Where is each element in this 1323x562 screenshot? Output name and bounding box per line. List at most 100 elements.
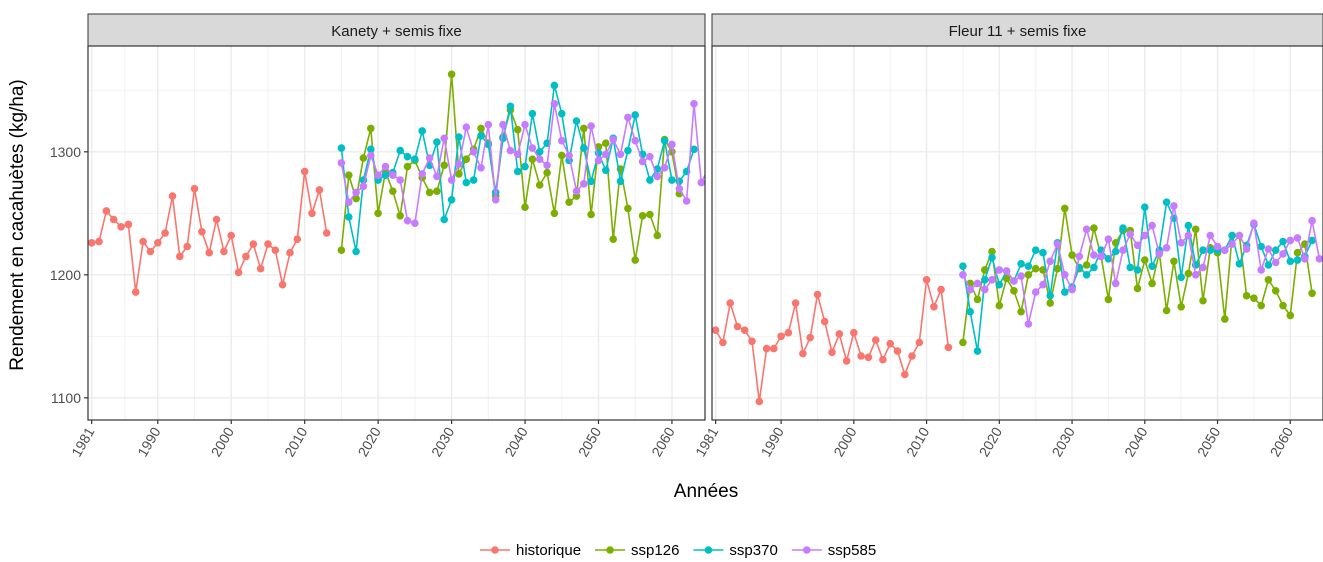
data-point-historique (813, 290, 822, 299)
data-point-ssp370 (337, 144, 346, 152)
legend-item-historique: historique (480, 542, 581, 559)
data-point-ssp585 (440, 134, 449, 143)
legend-key-point (491, 546, 499, 554)
data-point-historique (117, 223, 125, 231)
data-point-ssp370 (367, 145, 375, 154)
data-point-ssp585 (1228, 240, 1236, 248)
x-tick-label: 2010 (281, 424, 311, 459)
data-point-historique (212, 215, 221, 224)
data-point-ssp585 (1075, 252, 1084, 261)
data-point-ssp585 (1097, 252, 1105, 261)
data-point-ssp585 (418, 170, 427, 178)
data-point-ssp126 (521, 203, 529, 211)
x-tick-label: 2060 (1267, 424, 1297, 459)
data-point-ssp585 (981, 285, 989, 294)
x-tick-label: 2000 (208, 424, 238, 459)
data-point-ssp370 (506, 102, 515, 111)
data-point-ssp585 (1002, 267, 1011, 275)
data-point-historique (220, 247, 228, 256)
data-point-ssp585 (1170, 202, 1178, 210)
data-point-ssp370 (403, 152, 412, 161)
data-point-ssp585 (1119, 246, 1127, 254)
data-point-ssp126 (558, 151, 566, 160)
data-point-historique (95, 237, 103, 246)
data-point-ssp126 (1061, 204, 1069, 213)
data-point-ssp370 (455, 133, 463, 141)
data-point-ssp370 (1039, 248, 1047, 257)
data-point-historique (791, 299, 800, 307)
data-point-historique (300, 167, 309, 176)
data-point-ssp370 (1206, 246, 1215, 254)
x-tick-label: 1981 (692, 424, 722, 459)
x-tick-label: 2040 (501, 424, 531, 459)
data-point-ssp370 (477, 132, 485, 140)
data-point-ssp370 (668, 176, 676, 184)
data-point-ssp370 (1046, 291, 1054, 300)
data-point-ssp126 (1010, 287, 1018, 295)
legend-label: historique (516, 542, 581, 559)
data-point-ssp585 (1242, 245, 1251, 253)
data-point-ssp585 (959, 271, 967, 279)
legend: historique ssp126 ssp370 ssp585 (480, 542, 876, 559)
data-point-ssp370 (1293, 256, 1302, 264)
data-point-ssp370 (462, 178, 471, 187)
data-point-ssp585 (521, 120, 529, 129)
data-point-ssp370 (550, 81, 559, 90)
data-point-ssp585 (1068, 285, 1076, 294)
x-tick-label: 2040 (1121, 424, 1151, 459)
data-point-ssp585 (1148, 221, 1156, 230)
data-point-ssp585 (381, 162, 390, 171)
data-point-ssp126 (425, 188, 434, 197)
data-point-historique (857, 352, 865, 360)
data-point-historique (755, 397, 764, 406)
data-point-ssp370 (1228, 231, 1236, 240)
data-point-ssp585 (447, 176, 456, 184)
data-point-ssp585 (1206, 231, 1215, 240)
data-point-historique (864, 353, 873, 362)
data-point-historique (315, 186, 324, 194)
data-point-ssp585 (1286, 236, 1295, 245)
data-point-ssp126 (959, 338, 967, 347)
data-point-ssp126 (1257, 301, 1265, 310)
panel-1: Kanety + semis fixe 1100 1200 1300 1981 1990 2… (50, 13, 706, 459)
data-point-ssp585 (1133, 241, 1142, 250)
data-point-historique (770, 344, 778, 353)
data-point-ssp585 (995, 266, 1004, 274)
data-point-historique (944, 343, 953, 352)
data-point-ssp370 (660, 136, 669, 145)
data-point-historique (102, 207, 111, 215)
data-point-ssp126 (1199, 296, 1207, 305)
data-point-historique (242, 252, 250, 261)
data-point-ssp585 (1017, 272, 1025, 280)
data-point-ssp585 (973, 279, 982, 288)
data-point-ssp370 (1111, 247, 1120, 256)
data-point-ssp585 (988, 276, 996, 284)
data-point-ssp585 (455, 160, 463, 168)
data-point-ssp126 (1017, 307, 1025, 316)
data-point-ssp585 (499, 120, 507, 129)
data-point-ssp585 (367, 151, 375, 160)
data-point-ssp585 (1308, 216, 1316, 225)
data-point-ssp126 (440, 161, 449, 170)
data-point-ssp585 (624, 113, 632, 122)
data-point-historique (88, 239, 96, 247)
series-group (712, 198, 1323, 406)
data-point-ssp126 (550, 209, 559, 218)
x-tick-label: 2020 (976, 424, 1006, 459)
data-point-ssp126 (580, 124, 588, 133)
data-point-ssp126 (1170, 257, 1178, 266)
data-point-ssp585 (609, 135, 617, 144)
data-point-ssp585 (477, 164, 485, 172)
data-point-ssp370 (352, 247, 360, 256)
data-point-ssp370 (1133, 266, 1142, 274)
x-tick-label: 2060 (648, 424, 678, 459)
y-tick-label: 1200 (50, 267, 81, 283)
data-point-ssp370 (602, 166, 610, 175)
data-point-ssp370 (1148, 262, 1156, 271)
x-tick-label: 2050 (575, 424, 605, 459)
data-point-ssp126 (653, 231, 662, 240)
data-point-ssp585 (572, 187, 581, 195)
data-point-ssp370 (447, 196, 456, 204)
data-point-ssp126 (609, 235, 617, 243)
data-point-ssp585 (638, 157, 647, 166)
